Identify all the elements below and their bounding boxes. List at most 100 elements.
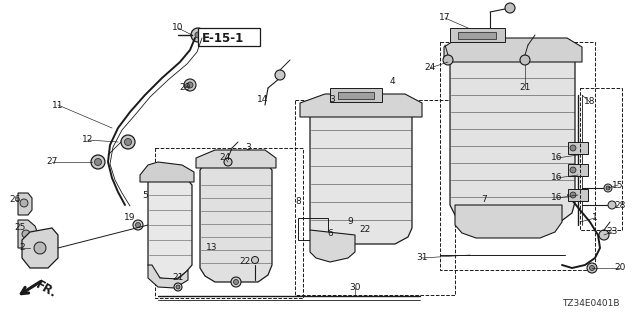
Text: 26: 26: [10, 196, 20, 204]
Text: 6: 6: [327, 228, 333, 237]
Text: 31: 31: [416, 253, 428, 262]
Circle shape: [608, 201, 616, 209]
Text: 13: 13: [206, 244, 218, 252]
Text: 24: 24: [424, 63, 436, 73]
Circle shape: [184, 79, 196, 91]
Circle shape: [136, 222, 141, 228]
Bar: [458, 32, 496, 39]
Circle shape: [176, 285, 180, 289]
Circle shape: [195, 32, 201, 38]
Circle shape: [20, 199, 28, 207]
Text: 2: 2: [19, 244, 25, 252]
Polygon shape: [450, 47, 575, 222]
Text: 3: 3: [329, 95, 335, 105]
Text: TZ34E0401B: TZ34E0401B: [562, 299, 620, 308]
Text: 4: 4: [389, 77, 395, 86]
Circle shape: [520, 55, 530, 65]
Text: 25: 25: [14, 223, 26, 233]
Text: 21: 21: [519, 84, 531, 92]
Circle shape: [95, 158, 102, 165]
Text: 19: 19: [124, 213, 136, 222]
Polygon shape: [148, 173, 192, 280]
Polygon shape: [18, 193, 32, 215]
Text: 23: 23: [606, 228, 618, 236]
Text: 14: 14: [257, 95, 269, 105]
Circle shape: [570, 145, 576, 151]
Circle shape: [231, 277, 241, 287]
Text: FR.: FR.: [33, 278, 58, 300]
Polygon shape: [200, 158, 272, 282]
Text: 3: 3: [245, 143, 251, 153]
Text: 8: 8: [295, 197, 301, 206]
Text: 11: 11: [52, 100, 64, 109]
Circle shape: [314, 244, 321, 252]
Text: 22: 22: [239, 258, 251, 267]
Text: 12: 12: [83, 135, 93, 145]
Polygon shape: [310, 230, 355, 262]
Circle shape: [125, 139, 131, 146]
Polygon shape: [455, 205, 562, 238]
Text: 28: 28: [614, 201, 626, 210]
Text: 17: 17: [439, 13, 451, 22]
Circle shape: [570, 167, 576, 173]
Circle shape: [252, 257, 259, 263]
Polygon shape: [196, 150, 276, 168]
Text: 16: 16: [551, 194, 563, 203]
Bar: [568, 142, 588, 154]
Bar: [450, 28, 505, 42]
Text: E-15-1: E-15-1: [202, 31, 244, 44]
Circle shape: [133, 220, 143, 230]
Circle shape: [191, 28, 205, 42]
Bar: [580, 88, 622, 230]
Text: 21: 21: [172, 274, 184, 283]
Circle shape: [34, 242, 46, 254]
Text: 30: 30: [349, 284, 361, 292]
Text: 29: 29: [179, 84, 191, 92]
Circle shape: [443, 55, 453, 65]
Text: 22: 22: [360, 226, 371, 235]
Text: 18: 18: [584, 98, 596, 107]
Text: 9: 9: [347, 218, 353, 227]
Polygon shape: [300, 94, 422, 117]
Circle shape: [187, 82, 193, 88]
Circle shape: [275, 70, 285, 80]
Text: 7: 7: [481, 196, 487, 204]
Polygon shape: [18, 220, 38, 248]
Bar: [155, 148, 303, 298]
Text: 20: 20: [614, 263, 626, 273]
Polygon shape: [148, 265, 188, 288]
Bar: [440, 42, 595, 270]
Text: 10: 10: [172, 23, 184, 33]
Text: 16: 16: [551, 173, 563, 182]
Polygon shape: [140, 162, 194, 182]
Circle shape: [91, 155, 105, 169]
Circle shape: [505, 3, 515, 13]
Polygon shape: [310, 103, 412, 244]
Circle shape: [589, 266, 595, 270]
Bar: [338, 92, 374, 99]
Polygon shape: [22, 228, 58, 268]
Circle shape: [121, 135, 135, 149]
Circle shape: [22, 230, 30, 238]
Text: 1: 1: [592, 213, 598, 222]
Text: 24: 24: [220, 154, 230, 163]
Bar: [330, 88, 382, 102]
Text: 5: 5: [142, 190, 148, 199]
Text: 15: 15: [612, 180, 624, 189]
Bar: [568, 189, 588, 201]
Bar: [295, 100, 455, 295]
Polygon shape: [444, 38, 582, 62]
Circle shape: [174, 283, 182, 291]
Circle shape: [224, 158, 232, 166]
Circle shape: [234, 279, 239, 284]
Bar: [198, 28, 260, 46]
Circle shape: [606, 186, 610, 190]
Circle shape: [587, 263, 597, 273]
Text: 16: 16: [551, 154, 563, 163]
Text: 27: 27: [46, 157, 58, 166]
Bar: [298, 218, 328, 240]
Circle shape: [570, 192, 576, 198]
Circle shape: [599, 230, 609, 240]
Bar: [568, 164, 588, 176]
Circle shape: [604, 184, 612, 192]
